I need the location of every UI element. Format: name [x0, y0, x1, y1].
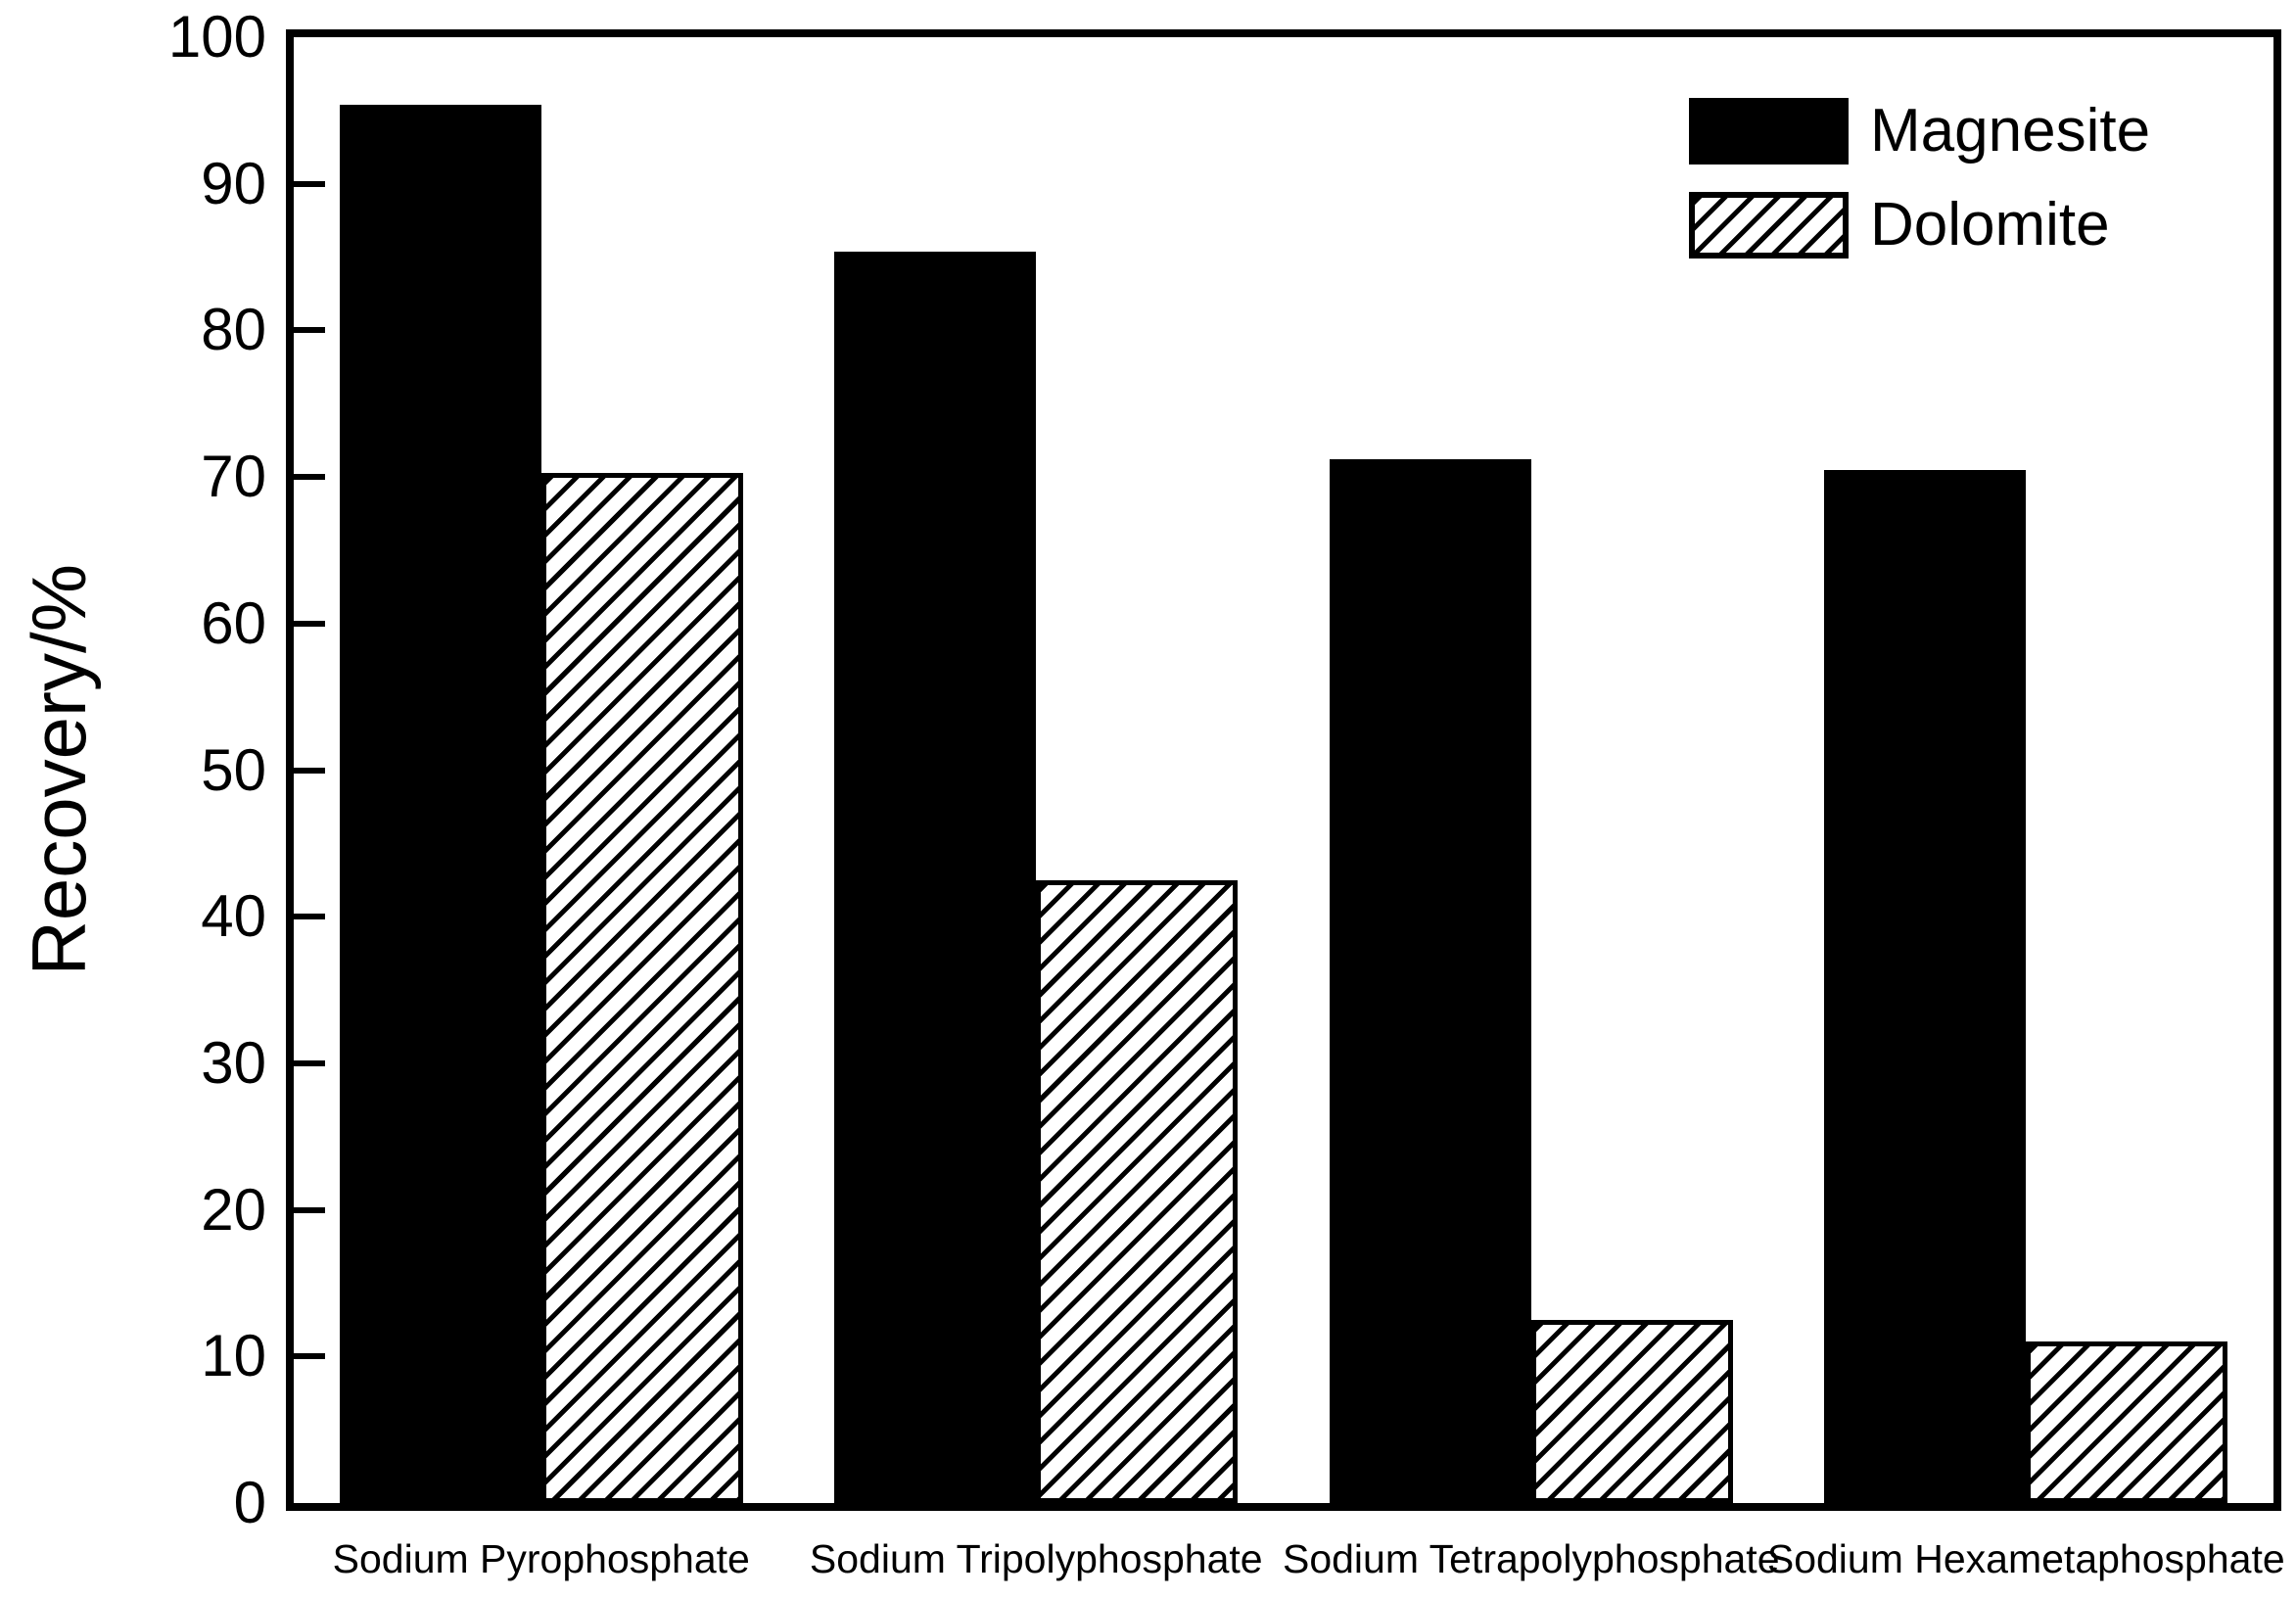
y-tick-mark-80: [294, 327, 325, 334]
y-tick-mark-50: [294, 767, 325, 774]
y-tick-mark-60: [294, 620, 325, 627]
bar-magnesite-4: [1824, 469, 2027, 1503]
y-tick-label-40: 40: [201, 883, 266, 950]
bar-dolomite-1: [540, 472, 743, 1503]
x-category-label-4: Sodium Hexametaphosphate: [1766, 1536, 2285, 1581]
y-tick-label-20: 20: [201, 1176, 266, 1243]
plot-area: Magnesite Dolomite: [286, 29, 2281, 1511]
bar-magnesite-2: [834, 251, 1037, 1503]
legend: Magnesite Dolomite: [1689, 96, 2150, 284]
x-category-label-2: Sodium Tripolyphosphate: [809, 1536, 1263, 1581]
legend-swatch-dolomite-icon: [1689, 191, 1849, 259]
y-tick-label-30: 30: [201, 1029, 266, 1096]
x-category-label-3: Sodium Tetrapolyphosphate: [1282, 1536, 1780, 1581]
y-tick-mark-10: [294, 1353, 325, 1360]
y-tick-label-100: 100: [167, 4, 266, 70]
y-tick-label-0: 0: [233, 1470, 266, 1535]
bar-magnesite-1: [339, 104, 541, 1503]
legend-label-dolomite: Dolomite: [1870, 191, 2110, 259]
bar-dolomite-2: [1036, 879, 1239, 1503]
y-tick-mark-20: [294, 1206, 325, 1213]
bar-dolomite-4: [2026, 1341, 2228, 1503]
y-tick-label-80: 80: [201, 297, 266, 363]
y-tick-mark-70: [294, 474, 325, 481]
legend-swatch-magnesite-icon: [1689, 97, 1849, 165]
bar-dolomite-3: [1530, 1319, 1733, 1503]
y-tick-mark-40: [294, 914, 325, 920]
y-tick-mark-30: [294, 1059, 325, 1066]
y-tick-label-10: 10: [201, 1323, 266, 1389]
y-tick-label-50: 50: [201, 736, 266, 803]
legend-item-dolomite: Dolomite: [1689, 190, 2150, 259]
bar-magnesite-3: [1329, 459, 1531, 1503]
y-tick-label-70: 70: [201, 444, 266, 510]
y-tick-label-60: 60: [201, 589, 266, 656]
y-tick-mark-90: [294, 180, 325, 187]
x-category-label-1: Sodium Pyrophosphate: [332, 1536, 750, 1581]
legend-item-magnesite: Magnesite: [1689, 96, 2150, 165]
legend-label-magnesite: Magnesite: [1870, 97, 2151, 165]
y-tick-label-90: 90: [201, 150, 266, 216]
